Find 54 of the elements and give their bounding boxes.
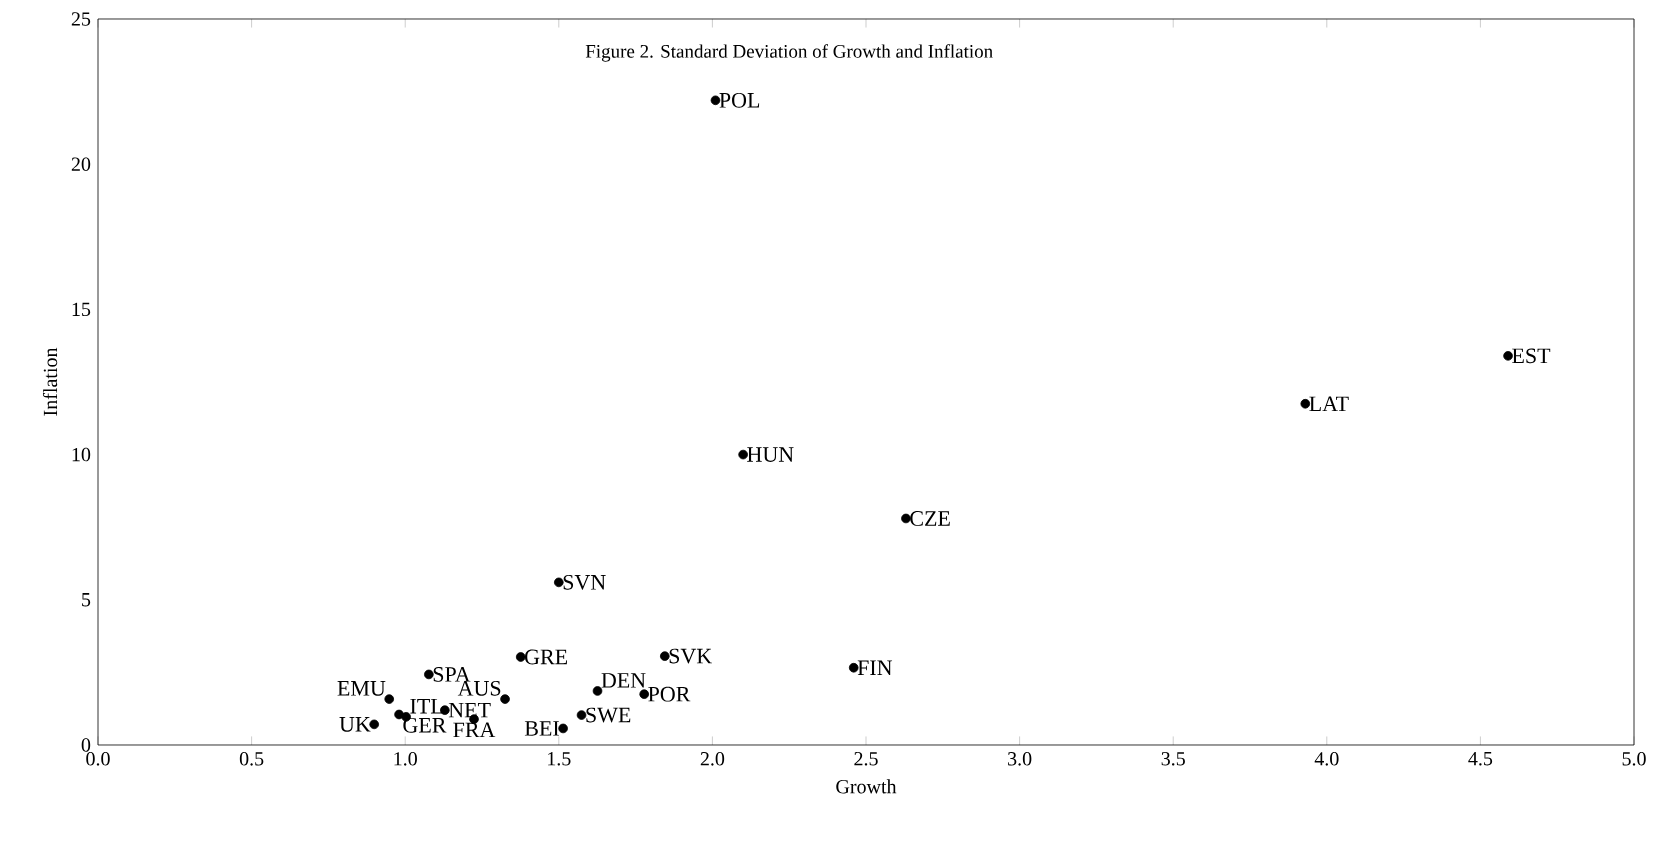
x-tick-label: 1.5: [548, 752, 571, 766]
data-label: BEI: [524, 721, 559, 736]
point: [424, 669, 434, 680]
x-tick-label: 2.0: [700, 752, 725, 766]
data-label: HUN: [747, 447, 794, 462]
point: [848, 662, 859, 673]
y-tick-label: 0: [81, 738, 91, 752]
data-label: GRE: [525, 649, 567, 665]
y-tick-label: 20: [71, 157, 91, 171]
point: [515, 652, 526, 662]
x-tick-label: 4.5: [1468, 752, 1493, 766]
point: [901, 513, 911, 524]
point: [738, 449, 748, 460]
point: [592, 686, 603, 696]
x-tick-label: 3.5: [1161, 752, 1185, 766]
data-label: POR: [648, 686, 691, 702]
point: [558, 723, 568, 734]
data-label: DEN: [601, 673, 646, 688]
x-tick-label: 5.0: [1622, 752, 1646, 766]
data-label: EMU: [337, 681, 386, 696]
point: [659, 651, 670, 661]
x-tick-label: 3.0: [1008, 752, 1032, 766]
y-tick-label: 25: [71, 12, 91, 26]
data-label: SVN: [563, 574, 606, 590]
data-label: CZE: [910, 511, 950, 526]
data-label: FIN: [857, 660, 893, 675]
point: [394, 709, 404, 720]
y-tick-label: 10: [72, 447, 91, 462]
point: [576, 710, 587, 720]
point: [500, 694, 510, 704]
x-tick-label: 1.0: [394, 752, 417, 766]
point: [1503, 351, 1513, 361]
data-label: POL: [719, 92, 760, 108]
x-tick-label: 0.0: [86, 752, 110, 766]
data-label: SPA: [433, 667, 471, 682]
y-tick-label: 5: [82, 593, 91, 607]
data-label: SVK: [669, 648, 712, 664]
data-label: LAT: [1309, 396, 1349, 412]
point: [384, 694, 395, 704]
text: Figure 2. Standard Deviation of Growth and Inflation: [585, 44, 993, 62]
data-label: ITL: [410, 699, 443, 714]
x-tick-label: 0.5: [239, 752, 264, 766]
data-label: EST: [1512, 348, 1551, 364]
data-label: SWE: [586, 707, 631, 723]
x-axis-title: Growth: [836, 779, 897, 794]
data-label: FRA: [453, 722, 496, 738]
x-tick-label: 4.0: [1314, 752, 1339, 766]
point: [554, 577, 564, 588]
y-axis-title: Inflation: [42, 347, 58, 416]
y-tick-label: 15: [72, 302, 91, 317]
data-label: UK: [339, 717, 371, 732]
data-label: GER: [403, 717, 447, 733]
data-label: NET: [448, 702, 491, 718]
x-tick-label: 2.5: [854, 752, 878, 766]
